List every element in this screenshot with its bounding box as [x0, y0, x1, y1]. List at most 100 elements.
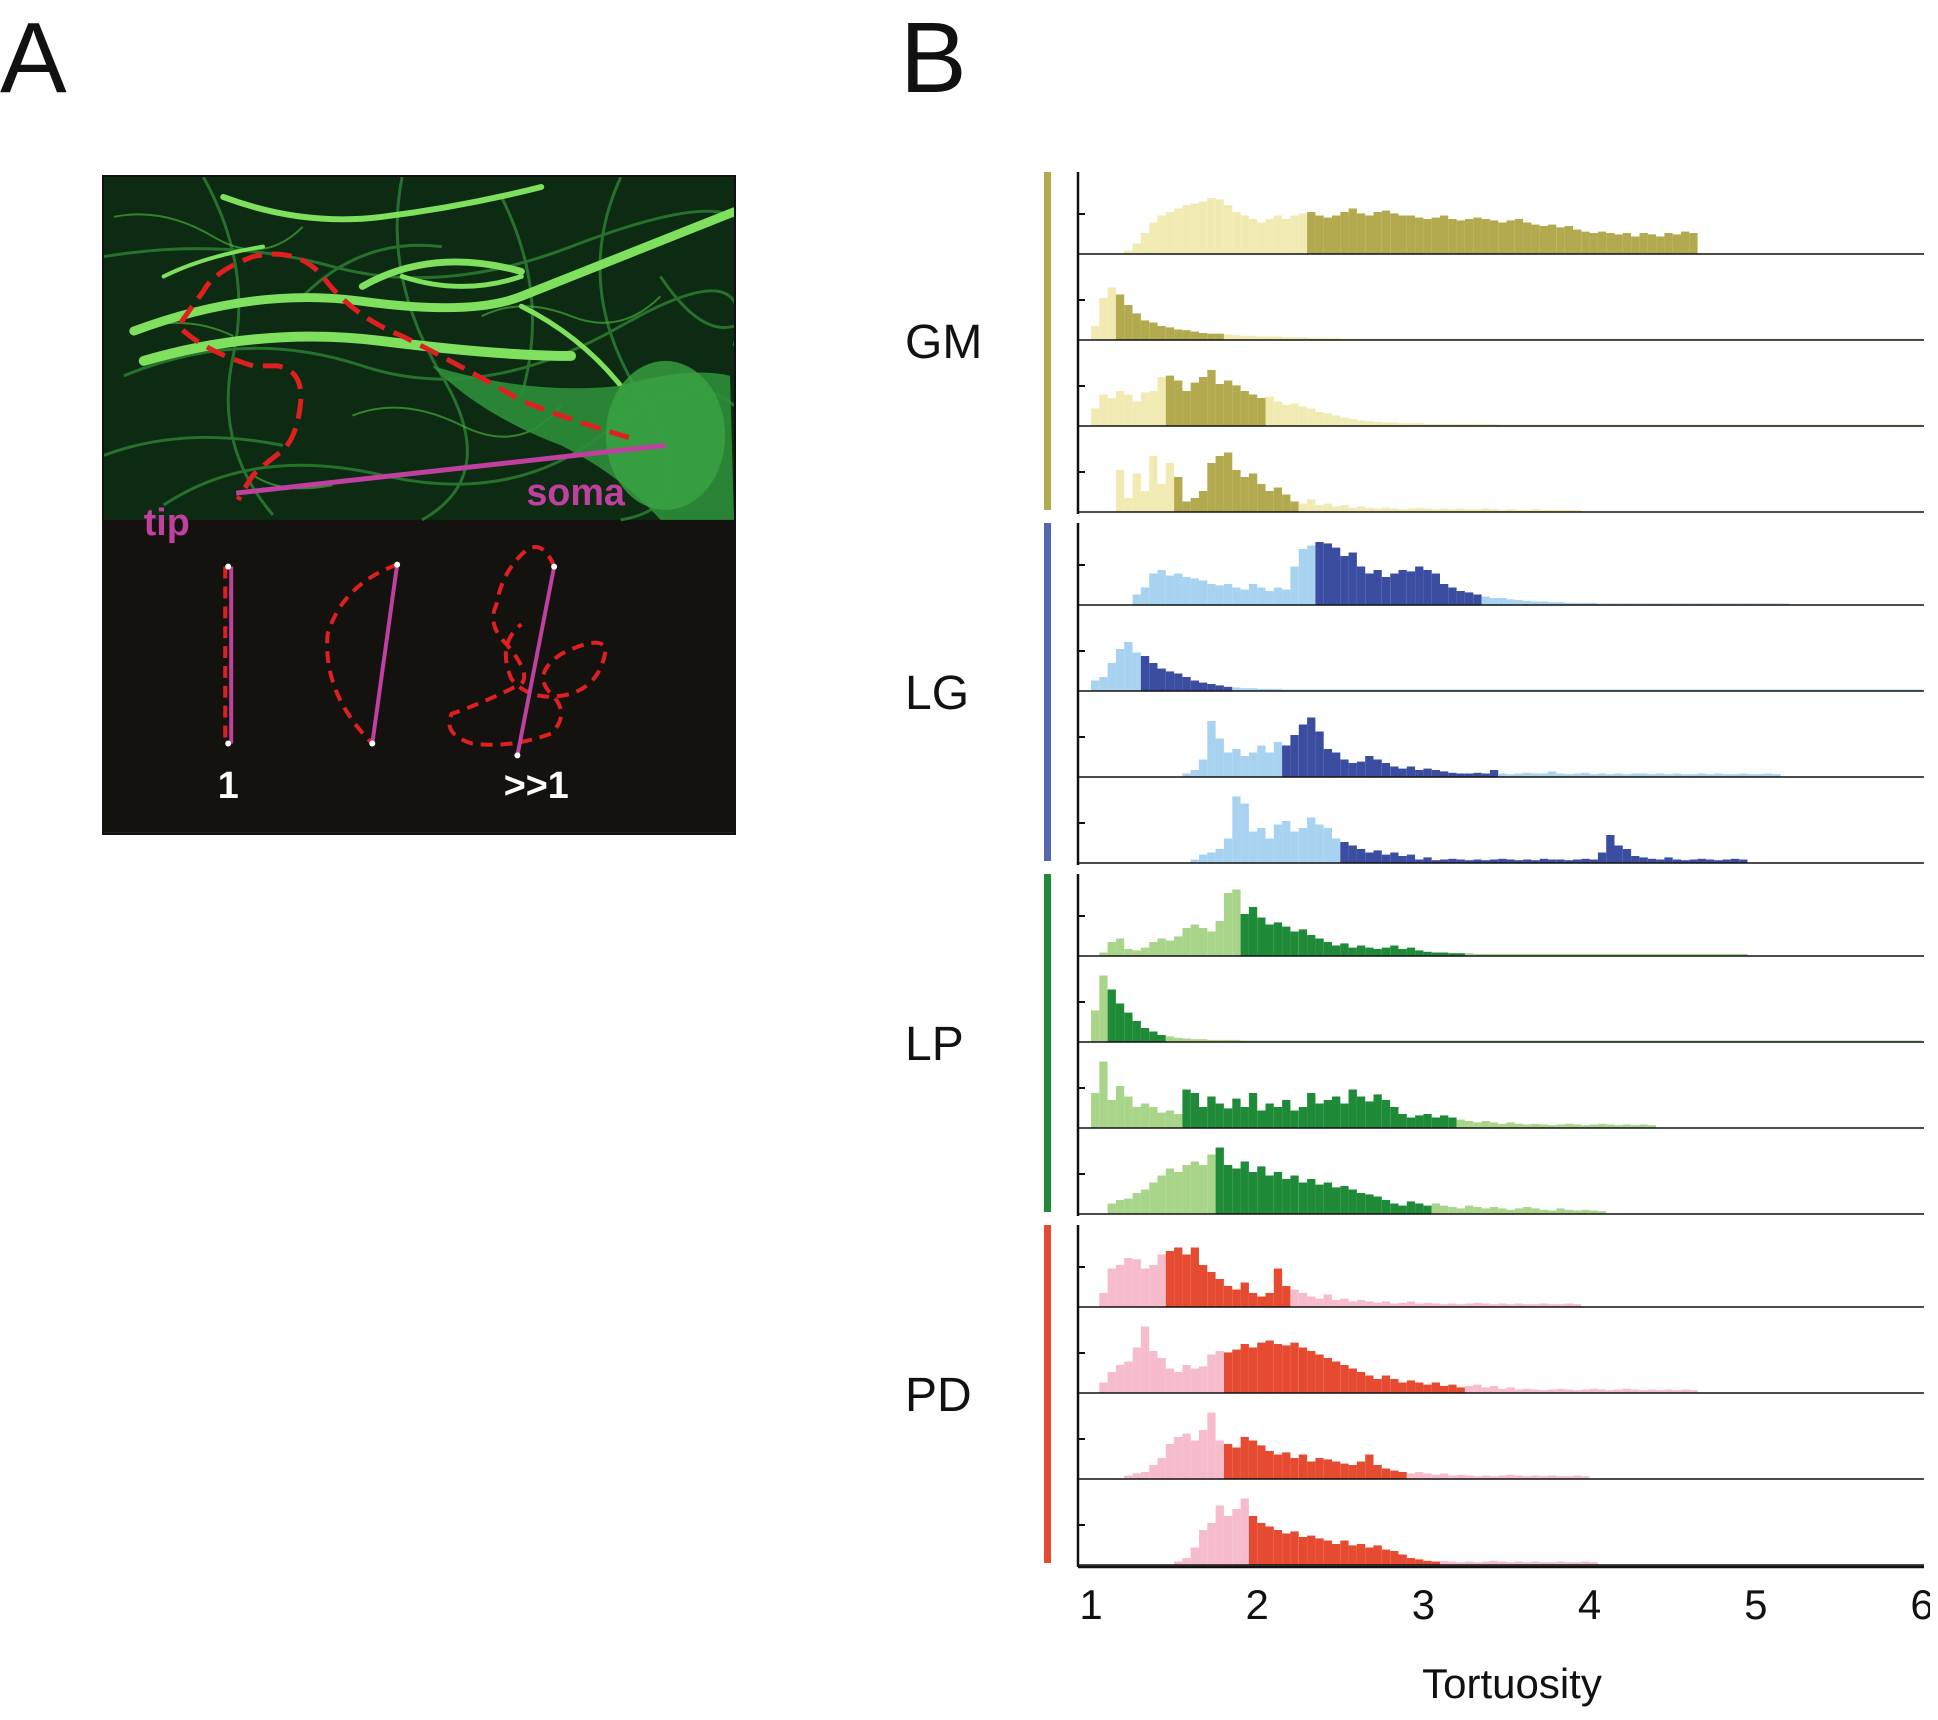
histogram-bar	[1199, 201, 1208, 254]
histogram-bar	[1248, 394, 1258, 426]
histogram-bar	[1440, 1205, 1449, 1214]
histogram-bar	[1115, 938, 1125, 956]
histogram-bar	[1473, 594, 1482, 605]
histogram-bar	[1531, 1208, 1540, 1214]
histogram-bar	[1456, 1119, 1465, 1128]
histogram-bar	[1548, 953, 1557, 956]
histogram-bar	[1548, 1475, 1557, 1479]
histogram-bar	[1498, 1475, 1507, 1479]
histogram-bar	[1315, 824, 1324, 863]
histogram-bar	[1240, 756, 1249, 777]
histogram-bar	[1182, 205, 1191, 254]
histogram-bar	[1290, 831, 1299, 863]
histogram-bar	[1323, 217, 1332, 254]
histogram-bar	[1248, 335, 1258, 340]
histogram-bar	[1232, 1039, 1241, 1042]
histogram-bar	[1531, 860, 1540, 863]
histogram-bar	[1381, 507, 1391, 512]
histogram-bar	[1174, 380, 1183, 426]
histogram-bar	[1099, 1293, 1108, 1307]
histogram-bar	[1523, 1562, 1532, 1565]
histogram-bar	[1365, 1375, 1374, 1393]
histogram-bar	[1140, 1326, 1150, 1393]
histogram-bar	[1440, 1386, 1449, 1393]
histogram-bar	[1348, 947, 1357, 956]
histogram-bar	[1481, 1208, 1490, 1214]
histogram-bar	[1448, 1384, 1457, 1393]
histogram-bar	[1199, 759, 1208, 777]
histogram-bar	[1273, 215, 1283, 254]
histogram-bar	[1248, 1293, 1258, 1307]
histogram-bar	[1356, 420, 1366, 426]
histogram-bar	[1224, 452, 1233, 512]
histogram-bar	[1647, 858, 1657, 863]
histogram-bar	[1248, 752, 1258, 777]
histogram-bar	[1157, 1358, 1166, 1393]
histogram-bar	[1298, 549, 1308, 605]
histogram-bar	[1523, 509, 1532, 512]
histogram-bar	[1257, 398, 1266, 426]
histogram-bar	[1190, 1093, 1199, 1128]
histogram-bar	[1323, 1294, 1332, 1307]
histogram-bar	[1273, 1454, 1283, 1479]
histogram-bar	[1190, 770, 1199, 777]
histogram-bar	[1290, 1458, 1299, 1479]
histogram-bar	[1556, 953, 1565, 956]
histogram-bar	[1290, 501, 1299, 512]
histogram-bar	[1489, 1560, 1499, 1565]
histogram-bar	[1282, 589, 1291, 605]
histogram-bar	[1248, 584, 1258, 605]
histogram-bar	[1290, 1342, 1299, 1393]
histogram-bar	[1157, 1175, 1166, 1214]
histogram-bar	[1165, 940, 1175, 956]
histogram-bar	[1589, 1210, 1598, 1214]
histogram-bar	[1456, 1387, 1465, 1393]
histogram-bar	[1381, 577, 1391, 605]
histogram-bar	[1257, 587, 1266, 605]
histogram-bar	[1190, 382, 1199, 426]
histogram-bar	[1174, 1114, 1183, 1128]
histogram-bar	[1207, 1039, 1216, 1042]
histogram-bar	[1365, 1194, 1374, 1214]
histogram-bar	[1215, 333, 1224, 340]
histogram-bar	[1581, 1125, 1590, 1128]
histogram-bar	[1398, 1554, 1407, 1565]
histogram-bar	[1224, 1165, 1233, 1214]
histogram-bar	[1589, 1124, 1598, 1128]
histogram-bar	[1631, 773, 1640, 777]
histogram-bar	[1481, 773, 1490, 777]
tortuosity-histograms: GM LG LP PD 1 2 3 4 5 6 Tortuosity	[905, 172, 1930, 1707]
histogram-bar	[1489, 1304, 1499, 1307]
histogram-bar	[1273, 1172, 1283, 1214]
histogram-bar	[1373, 1302, 1382, 1307]
histogram-bar	[1124, 498, 1133, 512]
histogram-bar	[1423, 768, 1432, 777]
histogram-bar	[1523, 1304, 1532, 1307]
histogram-bar	[1290, 1175, 1299, 1214]
histogram-bar	[1365, 852, 1374, 863]
histogram-bar	[1115, 294, 1125, 340]
histogram-bar	[1415, 1472, 1424, 1479]
histogram-bar	[1498, 509, 1507, 512]
histogram-bar	[1689, 859, 1698, 863]
histogram-bar	[1647, 1125, 1657, 1128]
histogram-bar	[1207, 463, 1216, 512]
histogram-bar	[1423, 1473, 1432, 1479]
histogram-bar	[1207, 1412, 1216, 1479]
histogram-bar	[1124, 1096, 1133, 1128]
histogram-bar	[1739, 953, 1748, 956]
histogram-bar	[1689, 233, 1698, 254]
histogram-bar	[1232, 889, 1241, 956]
histogram-bar	[1481, 1121, 1490, 1128]
histogram-bar	[1323, 1358, 1332, 1393]
histogram-bar	[1199, 1039, 1208, 1042]
histogram-bar	[1149, 391, 1158, 426]
histogram-bar	[1373, 949, 1382, 956]
histogram-bar	[1381, 1468, 1391, 1479]
histogram-bar	[1573, 1304, 1582, 1307]
histogram-bar	[1307, 337, 1316, 340]
histogram-bar	[1589, 1388, 1598, 1393]
histogram-bar	[1224, 205, 1233, 254]
histogram-bar	[1373, 570, 1382, 605]
histogram-bar	[1265, 1526, 1274, 1565]
